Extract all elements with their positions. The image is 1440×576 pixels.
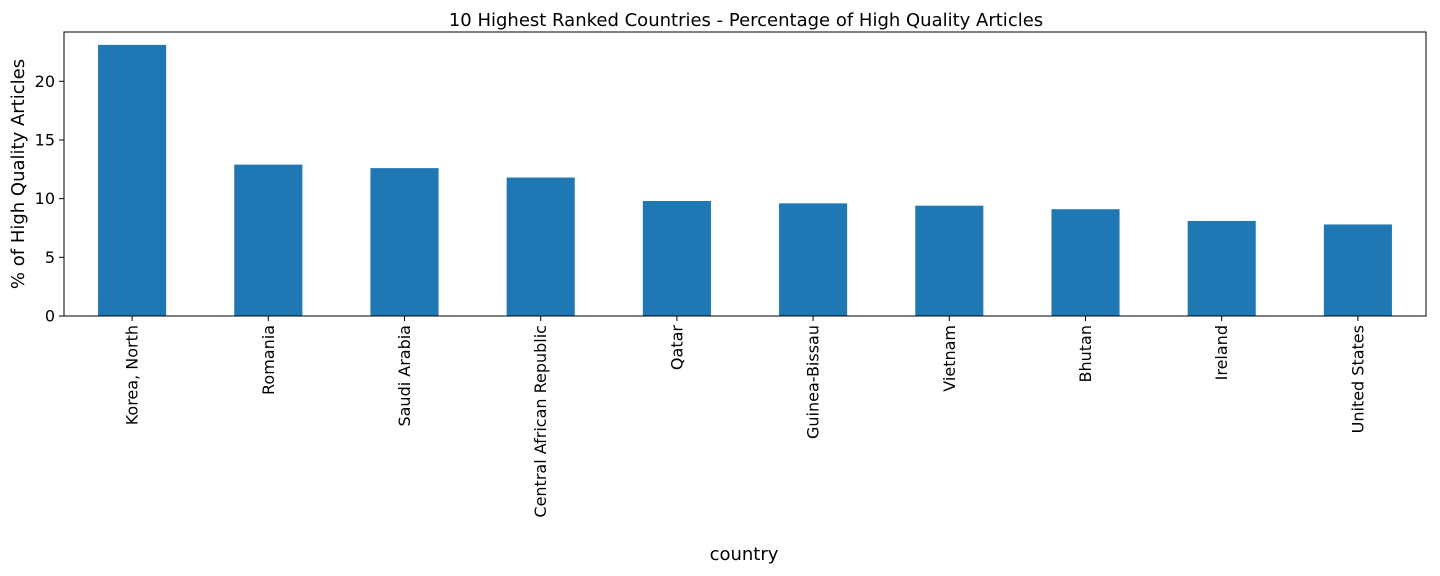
x-tick-label-0: Korea, North [123, 325, 142, 425]
bar-6 [915, 205, 984, 316]
bar-4 [642, 200, 711, 316]
y-tick-label-3: 15 [35, 130, 55, 149]
bar-3 [506, 177, 575, 316]
y-tick-label-0: 0 [45, 307, 55, 326]
x-tick-label-9: United States [1348, 325, 1367, 433]
x-axis-ticks: Korea, North Romania Saudi Arabia Central A… [123, 316, 1367, 518]
x-tick-label-5: Guinea-Bissau [804, 325, 823, 439]
bar-8 [1187, 220, 1256, 316]
y-tick-label-1: 5 [45, 248, 55, 267]
bar-7 [1051, 209, 1120, 316]
y-axis-ticks: 0 5 10 15 20 [35, 72, 64, 326]
x-tick-label-4: Qatar [667, 325, 686, 370]
bar-2 [370, 168, 439, 316]
bar-9 [1323, 224, 1392, 316]
x-axis-label: country [710, 544, 779, 565]
x-tick-label-7: Bhutan [1076, 325, 1095, 382]
bars-group [98, 44, 1392, 317]
bar-1 [234, 164, 303, 316]
y-tick-label-4: 20 [35, 72, 55, 91]
x-tick-label-6: Vietnam [940, 325, 959, 392]
chart-title: 10 Highest Ranked Countries - Percentage… [449, 10, 1043, 31]
plot-frame [63, 31, 1427, 317]
bar-5 [779, 203, 848, 316]
x-tick-label-1: Romania [259, 325, 278, 395]
y-tick-label-2: 10 [35, 189, 55, 208]
bar-0 [98, 44, 167, 317]
x-tick-label-3: Central African Republic [531, 325, 550, 518]
y-axis-label: % of High Quality Articles [8, 59, 29, 289]
x-tick-label-2: Saudi Arabia [395, 325, 414, 427]
x-tick-label-8: Ireland [1212, 325, 1231, 380]
